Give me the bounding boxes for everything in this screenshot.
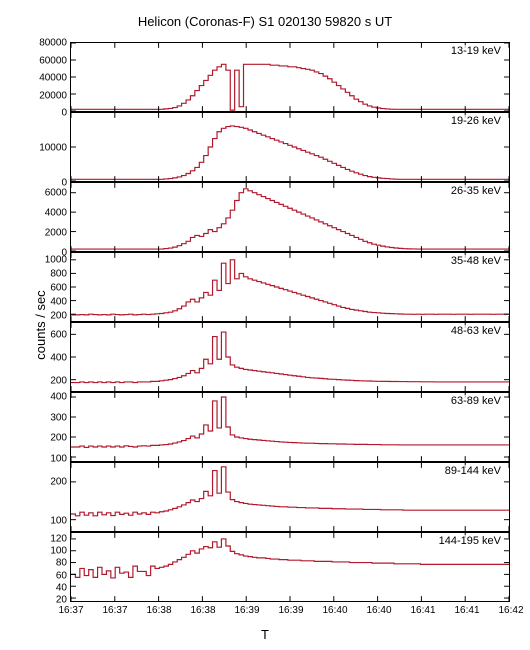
panel-label: 26-35 keV [449, 185, 503, 197]
xtick-label: 16:39 [234, 605, 259, 616]
chart-container: Helicon (Coronas-F) S1 020130 59820 s UT… [0, 0, 530, 650]
ytick-label: 60000 [39, 55, 67, 66]
panel-label: 19-26 keV [449, 115, 503, 127]
ytick-label: 40000 [39, 73, 67, 84]
ytick-label: 100 [50, 516, 67, 527]
plot-area: 10020089-144 keV [70, 462, 510, 532]
ytick-label: 200 [50, 433, 67, 444]
ytick-label: 400 [50, 353, 67, 364]
panel-1: 01000019-26 keV [70, 112, 510, 182]
ytick-label: 60 [56, 570, 67, 581]
plot-area: 02000040000600008000013-19 keV [70, 42, 510, 112]
panel-3: 200400600800100035-48 keV [70, 252, 510, 322]
plot-area: 01000019-26 keV [70, 112, 510, 182]
ytick-label: 300 [50, 412, 67, 423]
xtick-label: 16:37 [58, 605, 83, 616]
panel-label: 13-19 keV [449, 45, 503, 57]
ytick-label: 200 [50, 477, 67, 488]
xtick-label: 16:41 [454, 605, 479, 616]
xtick-label: 16:38 [146, 605, 171, 616]
ytick-label: 800 [50, 269, 67, 280]
plot-area: 200400600800100035-48 keV [70, 252, 510, 322]
ytick-label: 10000 [39, 143, 67, 154]
panel-label: 48-63 keV [449, 325, 503, 337]
ytick-label: 20000 [39, 90, 67, 101]
chart-title: Helicon (Coronas-F) S1 020130 59820 s UT [0, 14, 530, 29]
ytick-label: 600 [50, 283, 67, 294]
xtick-label: 16:40 [366, 605, 391, 616]
panel-2: 020004000600026-35 keV [70, 182, 510, 252]
ytick-label: 20 [56, 594, 67, 605]
ytick-label: 80 [56, 558, 67, 569]
ytick-label: 400 [50, 297, 67, 308]
xtick-label: 16:40 [322, 605, 347, 616]
panels-area: 02000040000600008000013-19 keV01000019-2… [70, 42, 510, 602]
ytick-label: 40 [56, 582, 67, 593]
ytick-label: 100 [50, 546, 67, 557]
xtick-label: 16:42 [498, 605, 523, 616]
ytick-label: 1000 [45, 255, 67, 266]
y-axis-label: counts / sec [33, 290, 48, 359]
ytick-label: 6000 [45, 188, 67, 199]
lightcurve-0 [71, 43, 509, 111]
panel-5: 10020030040063-89 keV [70, 392, 510, 462]
plot-area: 20040060048-63 keV [70, 322, 510, 392]
ytick-label: 400 [50, 392, 67, 403]
ytick-label: 100 [50, 453, 67, 464]
lightcurve-5 [71, 393, 509, 461]
ytick-label: 4000 [45, 208, 67, 219]
ytick-label: 2000 [45, 228, 67, 239]
panel-label: 63-89 keV [449, 395, 503, 407]
panel-7: 20406080100120144-195 keV16:3716:3716:38… [70, 532, 510, 602]
panel-0: 02000040000600008000013-19 keV [70, 42, 510, 112]
xtick-label: 16:41 [410, 605, 435, 616]
plot-area: 10020030040063-89 keV [70, 392, 510, 462]
plot-area: 020004000600026-35 keV [70, 182, 510, 252]
panel-label: 89-144 keV [443, 465, 503, 477]
panel-label: 35-48 keV [449, 255, 503, 267]
ytick-label: 120 [50, 534, 67, 545]
panel-6: 10020089-144 keV [70, 462, 510, 532]
plot-area: 20406080100120144-195 keV16:3716:3716:38… [70, 532, 510, 602]
ytick-label: 600 [50, 329, 67, 340]
x-axis-label: T [0, 627, 530, 642]
lightcurve-1 [71, 113, 509, 181]
ytick-label: 80000 [39, 38, 67, 49]
ytick-label: 0 [61, 108, 67, 119]
lightcurve-2 [71, 183, 509, 251]
lightcurve-3 [71, 253, 509, 321]
ytick-label: 200 [50, 376, 67, 387]
ytick-label: 200 [50, 311, 67, 322]
xtick-label: 16:38 [190, 605, 215, 616]
xtick-label: 16:39 [278, 605, 303, 616]
lightcurve-4 [71, 323, 509, 391]
panel-label: 144-195 keV [437, 535, 503, 547]
xtick-label: 16:37 [102, 605, 127, 616]
panel-4: 20040060048-63 keV [70, 322, 510, 392]
